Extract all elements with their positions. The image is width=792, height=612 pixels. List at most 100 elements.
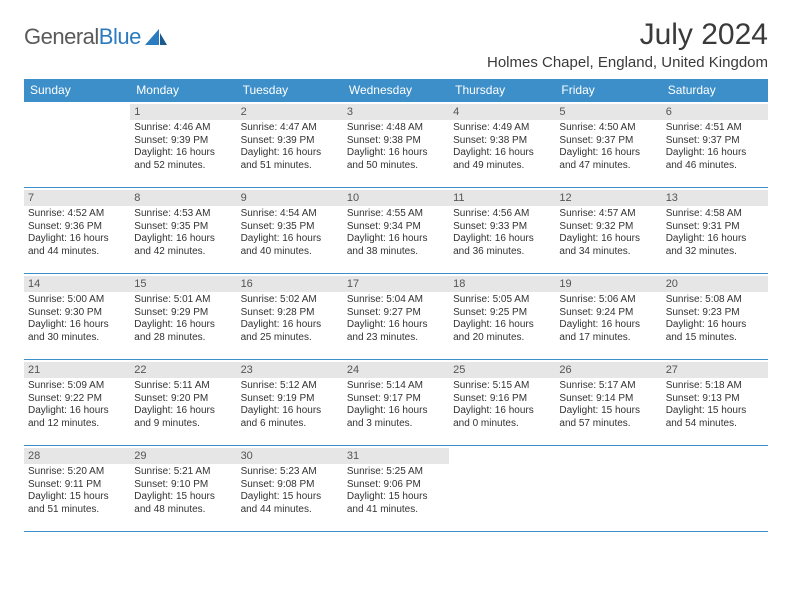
day-info: Sunrise: 5:23 AMSunset: 9:08 PMDaylight:…	[241, 466, 339, 516]
sunrise-text: Sunrise: 4:47 AM	[241, 122, 339, 135]
sunrise-text: Sunrise: 5:23 AM	[241, 466, 339, 479]
day-info: Sunrise: 5:21 AMSunset: 9:10 PMDaylight:…	[134, 466, 232, 516]
sunrise-text: Sunrise: 5:09 AM	[28, 380, 126, 393]
calendar-day-cell: 31Sunrise: 5:25 AMSunset: 9:06 PMDayligh…	[343, 446, 449, 532]
calendar-day-cell	[449, 446, 555, 532]
sunset-text: Sunset: 9:11 PM	[28, 479, 126, 492]
sunset-text: Sunset: 9:37 PM	[666, 135, 764, 148]
calendar-day-cell: 10 Sunrise: 4:55 AMSunset: 9:34 PMDayligh…	[343, 188, 449, 274]
sunset-text: Sunset: 9:28 PM	[241, 307, 339, 320]
day-number: 8	[130, 190, 236, 206]
day-number: 26	[555, 362, 661, 378]
day-info: Sunrise: 4:58 AMSunset: 9:31 PMDaylight:…	[666, 208, 764, 258]
calendar-day-cell: 12Sunrise: 4:57 AMSunset: 9:32 PMDayligh…	[555, 188, 661, 274]
day-number: 30	[237, 448, 343, 464]
daylight-text: Daylight: 16 hours and 44 minutes.	[28, 233, 126, 258]
day-number: 4	[449, 104, 555, 120]
sunset-text: Sunset: 9:25 PM	[453, 307, 551, 320]
sunset-text: Sunset: 9:06 PM	[347, 479, 445, 492]
day-number: 9	[237, 190, 343, 206]
day-info: Sunrise: 5:14 AMSunset: 9:17 PMDaylight:…	[347, 380, 445, 430]
day-info: Sunrise: 5:01 AMSunset: 9:29 PMDaylight:…	[134, 294, 232, 344]
calendar-day-cell: 16Sunrise: 5:02 AMSunset: 9:28 PMDayligh…	[237, 274, 343, 360]
sunset-text: Sunset: 9:19 PM	[241, 393, 339, 406]
calendar-day-cell: 2Sunrise: 4:47 AMSunset: 9:39 PMDaylight…	[237, 102, 343, 188]
header: GeneralBlue July 2024 Holmes Chapel, Eng…	[24, 18, 768, 71]
calendar-day-cell: 8Sunrise: 4:53 AMSunset: 9:35 PMDaylight…	[130, 188, 236, 274]
calendar-day-cell: 26Sunrise: 5:17 AMSunset: 9:14 PMDayligh…	[555, 360, 661, 446]
calendar-week-row: 1Sunrise: 4:46 AMSunset: 9:39 PMDaylight…	[24, 102, 768, 188]
calendar-table: SundayMondayTuesdayWednesdayThursdayFrid…	[24, 79, 768, 532]
calendar-day-cell: 13Sunrise: 4:58 AMSunset: 9:31 PMDayligh…	[662, 188, 768, 274]
sunset-text: Sunset: 9:17 PM	[347, 393, 445, 406]
calendar-day-cell: 1Sunrise: 4:46 AMSunset: 9:39 PMDaylight…	[130, 102, 236, 188]
day-header: Saturday	[662, 79, 768, 102]
day-number: 10	[343, 190, 449, 206]
sunset-text: Sunset: 9:35 PM	[241, 221, 339, 234]
calendar-day-cell: 17 Sunrise: 5:04 AMSunset: 9:27 PMDayligh…	[343, 274, 449, 360]
calendar-day-cell: 25 Sunrise: 5:15 AMSunset: 9:16 PMDayligh…	[449, 360, 555, 446]
sunrise-text: Sunrise: 4:51 AM	[666, 122, 764, 135]
day-number: 28	[24, 448, 130, 464]
sunrise-text: Sunrise: 4:48 AM	[347, 122, 445, 135]
brand-text: GeneralBlue	[24, 24, 141, 50]
sunrise-text: Sunrise: 5:00 AM	[28, 294, 126, 307]
daylight-text: Daylight: 16 hours and 15 minutes.	[666, 319, 764, 344]
day-number: 2	[237, 104, 343, 120]
daylight-text: Daylight: 15 hours and 51 minutes.	[28, 491, 126, 516]
sunset-text: Sunset: 9:29 PM	[134, 307, 232, 320]
day-info: Sunrise: 5:06 AMSunset: 9:24 PMDaylight:…	[559, 294, 657, 344]
daylight-text: Daylight: 16 hours and 38 minutes.	[347, 233, 445, 258]
day-number: 24	[343, 362, 449, 378]
daylight-text: Daylight: 16 hours and 47 minutes.	[559, 147, 657, 172]
sunrise-text: Sunrise: 5:15 AM	[453, 380, 551, 393]
sunrise-text: Sunrise: 5:14 AM	[347, 380, 445, 393]
calendar-day-cell: 28 Sunrise: 5:20 AMSunset: 9:11 PMDayligh…	[24, 446, 130, 532]
sunset-text: Sunset: 9:27 PM	[347, 307, 445, 320]
sunset-text: Sunset: 9:39 PM	[134, 135, 232, 148]
sunset-text: Sunset: 9:38 PM	[453, 135, 551, 148]
day-info: Sunrise: 4:54 AMSunset: 9:35 PMDaylight:…	[241, 208, 339, 258]
location-text: Holmes Chapel, England, United Kingdom	[487, 54, 768, 71]
day-info: Sunrise: 4:55 AMSunset: 9:34 PMDaylight:…	[347, 208, 445, 258]
day-info: Sunrise: 5:09 AMSunset: 9:22 PMDaylight:…	[28, 380, 126, 430]
sunset-text: Sunset: 9:22 PM	[28, 393, 126, 406]
calendar-day-cell: 20Sunrise: 5:08 AMSunset: 9:23 PMDayligh…	[662, 274, 768, 360]
daylight-text: Daylight: 16 hours and 25 minutes.	[241, 319, 339, 344]
day-info: Sunrise: 5:15 AMSunset: 9:16 PMDaylight:…	[453, 380, 551, 430]
sunrise-text: Sunrise: 5:04 AM	[347, 294, 445, 307]
sunrise-text: Sunrise: 5:06 AM	[559, 294, 657, 307]
sunrise-text: Sunrise: 5:08 AM	[666, 294, 764, 307]
day-info: Sunrise: 5:05 AMSunset: 9:25 PMDaylight:…	[453, 294, 551, 344]
day-number: 27	[662, 362, 768, 378]
daylight-text: Daylight: 15 hours and 57 minutes.	[559, 405, 657, 430]
sunrise-text: Sunrise: 4:46 AM	[134, 122, 232, 135]
day-number: 16	[237, 276, 343, 292]
sunrise-text: Sunrise: 4:49 AM	[453, 122, 551, 135]
day-info: Sunrise: 4:48 AMSunset: 9:38 PMDaylight:…	[347, 122, 445, 172]
calendar-week-row: 28 Sunrise: 5:20 AMSunset: 9:11 PMDayligh…	[24, 446, 768, 532]
day-info: Sunrise: 5:04 AMSunset: 9:27 PMDaylight:…	[347, 294, 445, 344]
calendar-day-cell: 7Sunrise: 4:52 AMSunset: 9:36 PMDaylight…	[24, 188, 130, 274]
day-info: Sunrise: 4:46 AMSunset: 9:39 PMDaylight:…	[134, 122, 232, 172]
sunrise-text: Sunrise: 5:05 AM	[453, 294, 551, 307]
sunrise-text: Sunrise: 4:56 AM	[453, 208, 551, 221]
day-number: 14	[24, 276, 130, 292]
calendar-day-cell: 21Sunrise: 5:09 AMSunset: 9:22 PMDayligh…	[24, 360, 130, 446]
calendar-day-cell: 4Sunrise: 4:49 AMSunset: 9:38 PMDaylight…	[449, 102, 555, 188]
calendar-day-cell: 3Sunrise: 4:48 AMSunset: 9:38 PMDaylight…	[343, 102, 449, 188]
day-number: 17	[343, 276, 449, 292]
calendar-day-cell	[24, 102, 130, 188]
day-info: Sunrise: 5:18 AMSunset: 9:13 PMDaylight:…	[666, 380, 764, 430]
day-number: 15	[130, 276, 236, 292]
sunrise-text: Sunrise: 4:54 AM	[241, 208, 339, 221]
daylight-text: Daylight: 16 hours and 32 minutes.	[666, 233, 764, 258]
calendar-week-row: 21Sunrise: 5:09 AMSunset: 9:22 PMDayligh…	[24, 360, 768, 446]
day-number: 23	[237, 362, 343, 378]
daylight-text: Daylight: 16 hours and 46 minutes.	[666, 147, 764, 172]
daylight-text: Daylight: 16 hours and 51 minutes.	[241, 147, 339, 172]
daylight-text: Daylight: 16 hours and 20 minutes.	[453, 319, 551, 344]
day-info: Sunrise: 5:20 AMSunset: 9:11 PMDaylight:…	[28, 466, 126, 516]
day-number: 25	[449, 362, 555, 378]
brand-logo: GeneralBlue	[24, 18, 167, 50]
